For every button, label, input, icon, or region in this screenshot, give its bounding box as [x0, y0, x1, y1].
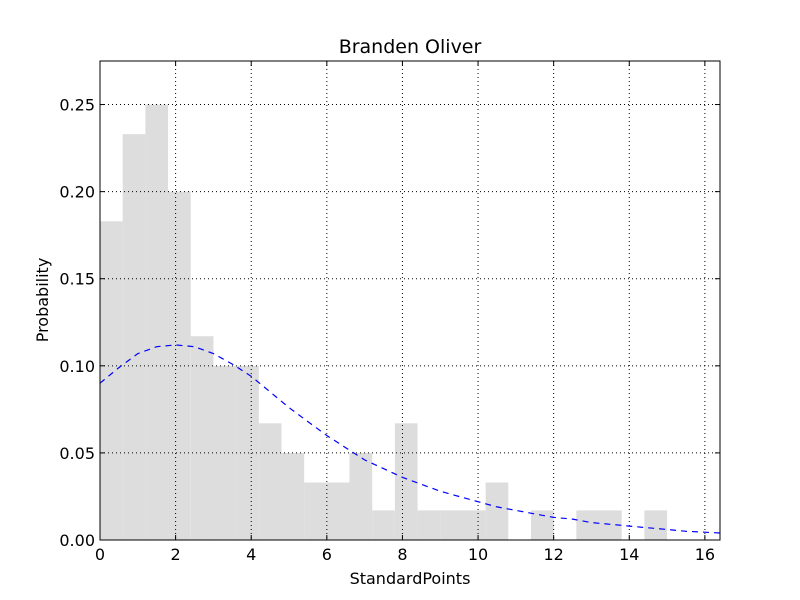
- x-tick-label: 14: [619, 545, 639, 564]
- histogram-bar: [576, 510, 600, 540]
- histogram-bar: [258, 423, 282, 540]
- histogram-bar: [236, 365, 259, 540]
- histogram-bar: [462, 510, 486, 540]
- x-tick-label: 16: [695, 545, 715, 564]
- histogram-bar: [190, 336, 214, 540]
- x-tick-label: 0: [95, 545, 105, 564]
- histogram-bar: [530, 510, 554, 540]
- plot-frame: [99, 60, 721, 541]
- x-tick-label: 2: [171, 545, 181, 564]
- histogram-bar: [145, 104, 169, 540]
- y-tick-label: 0.20: [59, 183, 95, 202]
- axis-ticks: 0 2 4 6 8 10 12 14 16 0.00 0.05 0.10 0.15 0.20 0.25: [59, 61, 720, 564]
- histogram-bars: [100, 104, 668, 541]
- histogram-bar: [599, 510, 622, 540]
- histogram-bar: [440, 510, 463, 540]
- histogram-bar: [168, 191, 191, 541]
- histogram-bar: [122, 134, 146, 540]
- histogram-bar: [281, 452, 305, 540]
- histogram-bar: [644, 510, 668, 540]
- y-axis-label: Probability: [33, 258, 52, 343]
- y-tick-label: 0.10: [59, 357, 95, 376]
- y-tick-label: 0.05: [59, 444, 95, 463]
- histogram-bar: [326, 482, 350, 540]
- histogram-bar: [372, 510, 395, 540]
- histogram-bar: [485, 482, 509, 540]
- histogram-bar: [100, 221, 123, 541]
- x-tick-label: 6: [322, 545, 332, 564]
- chart-title: Branden Oliver: [339, 36, 482, 58]
- histogram-bar: [349, 452, 373, 540]
- histogram-bar: [304, 482, 327, 540]
- grid-lines: [100, 61, 720, 540]
- x-tick-label: 8: [397, 545, 407, 564]
- fit-curve-layer: [99, 344, 721, 534]
- histogram-bar: [417, 510, 441, 540]
- x-axis-label: StandardPoints: [350, 569, 471, 588]
- y-tick-label: 0.00: [59, 531, 95, 550]
- y-tick-label: 0.15: [59, 270, 95, 289]
- x-tick-label: 10: [468, 545, 488, 564]
- fit-curve: [99, 344, 721, 534]
- x-tick-label: 4: [246, 545, 256, 564]
- x-tick-label: 12: [543, 545, 563, 564]
- y-tick-label: 0.25: [59, 96, 95, 115]
